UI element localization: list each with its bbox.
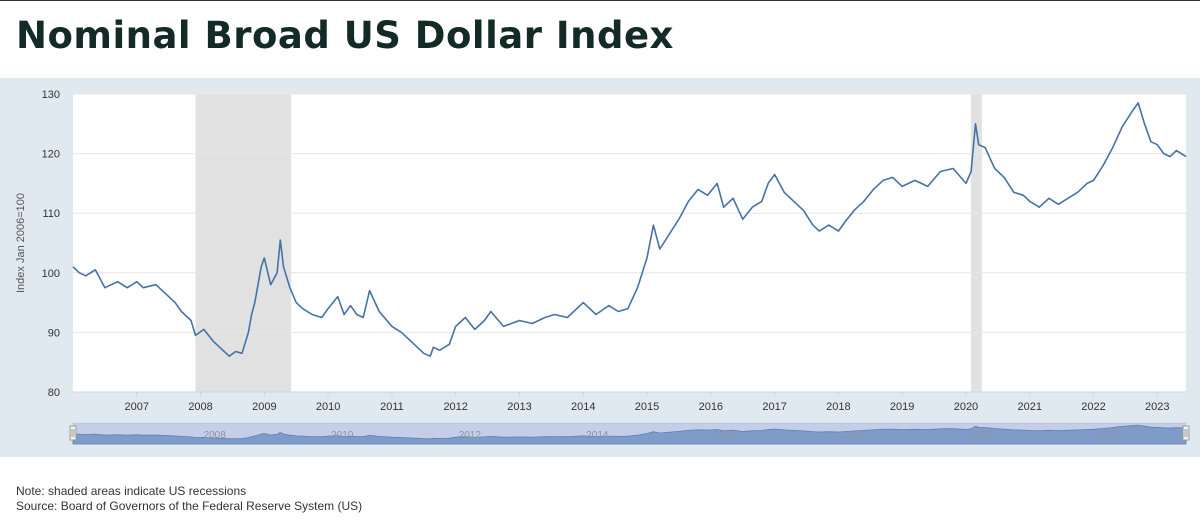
series-line: [72, 102, 1187, 358]
navigator-label-2022: 2022: [1097, 430, 1120, 441]
x-tick-label-2008: 2008: [188, 401, 212, 413]
x-tick-label-2014: 2014: [571, 401, 595, 413]
x-tick-label-2021: 2021: [1017, 401, 1041, 413]
navigator-handle-right[interactable]: [1182, 425, 1190, 441]
x-tick-label-2019: 2019: [890, 401, 914, 413]
y-tick-label-110: 110: [42, 208, 60, 220]
navigator-handle-left[interactable]: [69, 425, 77, 441]
x-tick-label-2020: 2020: [954, 401, 978, 413]
x-tick-label-2017: 2017: [762, 401, 786, 413]
navigator-label-2018: 2018: [841, 430, 864, 441]
y-tick-label-90: 90: [48, 327, 60, 339]
x-tick-label-2018: 2018: [826, 401, 850, 413]
recession-band-1: [971, 94, 982, 392]
navigator-label-2012: 2012: [459, 430, 482, 441]
y-tick-label-130: 130: [42, 89, 60, 101]
x-tick-label-2009: 2009: [252, 401, 276, 413]
recession-note: Note: shaded areas indicate US recession…: [16, 484, 247, 498]
y-axis-title: Index Jan 2006=100: [15, 193, 27, 293]
y-tick-label-80: 80: [48, 387, 60, 399]
line-chart: 80 90 100 110 120 130 2007 2008 2009 2010 2011 2012…: [15, 89, 1190, 445]
recession-band-0: [195, 94, 292, 392]
y-tick-label-120: 120: [42, 149, 60, 161]
x-tick-label-2022: 2022: [1081, 401, 1105, 413]
x-tick-label-2011: 2011: [380, 401, 404, 413]
navigator-area: [72, 424, 1187, 445]
top-rule: [0, 0, 1200, 1]
x-tick-label-2015: 2015: [635, 401, 659, 413]
y-tick-label-100: 100: [42, 268, 60, 280]
x-tick-label-2013: 2013: [507, 401, 531, 413]
x-tick-label-2007: 2007: [125, 401, 149, 413]
chart-panel: 80 90 100 110 120 130 2007 2008 2009 2010 2011 2012…: [0, 78, 1200, 457]
navigator-label-2010: 2010: [331, 430, 354, 441]
navigator-label-2008: 2008: [204, 430, 227, 441]
navigator-label-2016: 2016: [714, 430, 737, 441]
x-tick-label-2016: 2016: [699, 401, 723, 413]
x-tick-label-2023: 2023: [1145, 401, 1169, 413]
navigator-label-2014: 2014: [586, 430, 609, 441]
page-title: Nominal Broad US Dollar Index: [16, 14, 674, 57]
source-note: Source: Board of Governors of the Federa…: [16, 499, 363, 513]
navigator-label-2020: 2020: [969, 430, 992, 441]
x-tick-label-2012: 2012: [443, 401, 467, 413]
x-tick-label-2010: 2010: [316, 401, 340, 413]
chart-notes: Note: shaded areas indicate US recession…: [16, 484, 362, 514]
